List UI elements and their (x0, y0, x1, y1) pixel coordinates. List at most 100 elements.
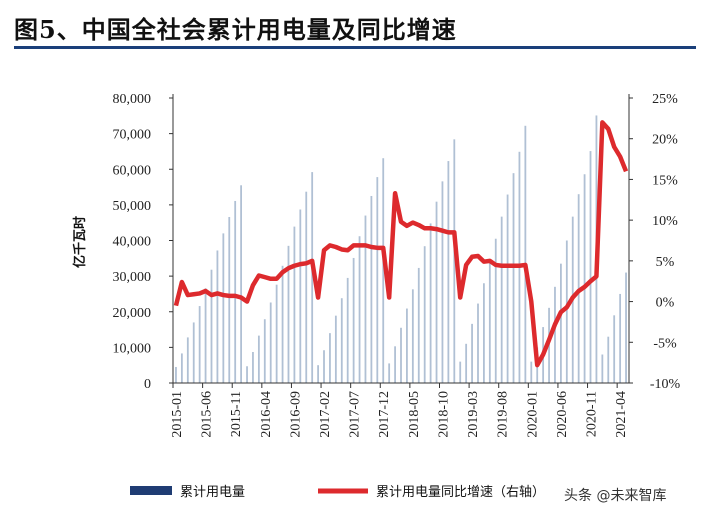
right-tick-label: 5% (656, 255, 675, 270)
bar-2015-01 (175, 366, 177, 383)
right-tick-label: 0% (656, 296, 675, 311)
x-tick-label: 2016-09 (288, 391, 303, 438)
x-tick-label: 2016-04 (259, 391, 274, 438)
bar-2019-07 (494, 238, 497, 383)
title-rule (14, 46, 696, 49)
bar-2017-07 (352, 257, 355, 383)
bar-2015-09 (222, 233, 225, 384)
bar-2017-06 (346, 277, 349, 383)
left-tick-label: 30,000 (113, 270, 152, 285)
bar-2016-01 (246, 366, 248, 383)
bar-2015-03 (186, 337, 189, 383)
bar-2018-10 (441, 181, 444, 383)
watermark: 头条 @未来智库 (560, 484, 671, 506)
legend-swatch-bar (130, 486, 172, 495)
x-tick-label: 2020-06 (555, 391, 570, 438)
left-tick-label: 50,000 (113, 199, 152, 214)
bar-2016-02 (252, 352, 254, 383)
bar-2021-01 (601, 354, 604, 383)
bar-2015-10 (228, 216, 231, 383)
bar-2018-04 (406, 308, 408, 383)
axes: 80,000 70,000 60,000 50,000 40,000 30,000 20,0… (113, 92, 681, 438)
x-tick-label: 2015-01 (170, 391, 185, 438)
bar-2019-03 (471, 323, 473, 383)
bar-2020-05 (554, 286, 556, 383)
bar-2019-04 (477, 303, 479, 383)
bar-2017-04 (334, 315, 337, 383)
bar-2018-05 (411, 289, 414, 383)
bar-2019-12 (524, 125, 527, 383)
left-tick-label: 60,000 (113, 163, 152, 178)
x-tick-label: 2020-11 (585, 391, 600, 437)
bar-2018-11 (447, 161, 450, 383)
line-series (173, 120, 629, 368)
bar-2015-12 (240, 185, 242, 383)
bar-2017-09 (364, 215, 367, 383)
bar-2016-12 (311, 172, 314, 383)
bar-2016-11 (305, 191, 308, 383)
bar-2016-08 (287, 245, 290, 383)
bar-2017-05 (340, 298, 343, 383)
bar-2015-11 (234, 200, 237, 383)
bar-2018-02 (394, 346, 396, 383)
bar-2018-03 (400, 327, 402, 383)
x-tick-label: 2020-01 (525, 391, 540, 438)
bar-2016-09 (293, 226, 296, 383)
bar-2016-03 (257, 335, 260, 383)
bar-2017-02 (323, 350, 325, 383)
bar-2016-10 (299, 209, 302, 383)
legend-label-bar: 累计用电量 (180, 485, 245, 500)
bar-2017-11 (376, 177, 379, 383)
bar-2019-10 (512, 173, 515, 383)
bar-2019-05 (483, 283, 485, 383)
bar-2017-08 (358, 236, 361, 383)
bar-2020-10 (583, 174, 586, 383)
bar-2015-08 (216, 250, 219, 383)
bar-2015-04 (192, 322, 195, 383)
bar-2017-01 (317, 365, 319, 383)
left-tick-label: 40,000 (113, 235, 152, 250)
bar-2018-01 (388, 363, 391, 383)
left-axis-label: 亿千瓦时 (72, 216, 88, 268)
bar-2020-01 (530, 361, 533, 384)
x-tick-label: 2017-12 (377, 391, 392, 438)
bar-2019-08 (500, 216, 503, 383)
left-tick-label: 80,000 (113, 92, 152, 107)
left-tick-label: 0 (144, 377, 151, 392)
x-tick-label: 2018-10 (436, 391, 451, 438)
bar-2016-04 (263, 319, 266, 383)
right-tick-label: -5% (653, 336, 677, 351)
bar-2019-09 (506, 194, 509, 383)
x-tick-label: 2015-06 (200, 391, 215, 438)
bar-2021-05 (625, 272, 627, 383)
x-tick-label: 2015-11 (229, 391, 244, 437)
right-tick-label: 15% (652, 173, 678, 188)
bar-2018-06 (417, 267, 420, 383)
legend-label-line: 累计用电量同比增速（右轴） (376, 485, 545, 500)
bar-2016-06 (275, 284, 278, 383)
bar-2015-05 (198, 306, 201, 383)
x-tick-label: 2019-03 (466, 391, 481, 438)
bar-2019-02 (465, 343, 468, 383)
bar-2017-03 (329, 333, 331, 384)
left-tick-label: 10,000 (113, 341, 152, 356)
left-tick-label: 70,000 (113, 128, 152, 143)
bar-2020-06 (560, 263, 562, 383)
left-tick-label: 20,000 (113, 306, 152, 321)
bar-2017-10 (370, 195, 373, 383)
bar-2020-07 (565, 240, 568, 383)
bar-2017-12 (382, 158, 385, 383)
x-tick-label: 2021-04 (614, 391, 629, 438)
right-tick-label: -10% (650, 377, 681, 392)
bar-2016-05 (269, 302, 272, 383)
bar-2018-07 (423, 246, 426, 383)
right-tick-label: 20% (652, 133, 678, 148)
bar-2021-02 (607, 336, 610, 383)
bar-2019-06 (488, 261, 491, 384)
right-tick-label: 25% (652, 92, 678, 107)
bar-series (175, 115, 627, 384)
bar-2018-09 (435, 201, 438, 383)
x-tick-label: 2017-07 (348, 391, 363, 438)
chart-title: 图5、中国全社会累计用电量及同比增速 (14, 15, 457, 44)
